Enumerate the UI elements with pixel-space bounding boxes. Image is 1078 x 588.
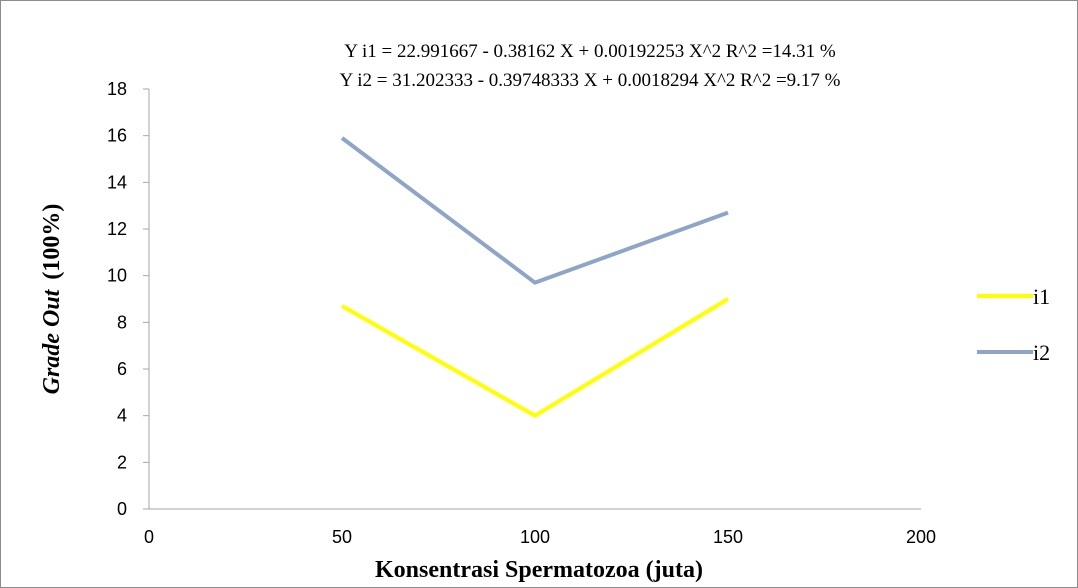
x-axis-ticks: 0 50 100 150 200 xyxy=(144,527,936,547)
x-axis-title: Konsentrasi Spermatozoa (juta) xyxy=(375,557,703,583)
y-axis-title: Grade Out (100%) xyxy=(39,204,65,395)
x-tick-label: 50 xyxy=(332,527,352,547)
y-tick-label: 10 xyxy=(107,266,127,286)
y-tick-label: 12 xyxy=(107,219,127,239)
y-axis-title-italic: Grade Out xyxy=(39,288,65,394)
series-line-i1 xyxy=(341,297,730,418)
legend-label-i2: i2 xyxy=(1033,340,1050,365)
y-tick-label: 8 xyxy=(117,312,127,332)
series-lines xyxy=(340,136,730,418)
y-tick-label: 16 xyxy=(107,126,127,146)
x-tick-label: 200 xyxy=(906,527,936,547)
x-tick-label: 150 xyxy=(713,527,743,547)
y-tick-label: 6 xyxy=(117,359,127,379)
y-tick-label: 0 xyxy=(117,499,127,519)
y-tick-label: 4 xyxy=(117,406,127,426)
legend-label-i1: i1 xyxy=(1033,284,1050,309)
legend: i1 i2 xyxy=(977,284,1050,365)
y-axis-title-unit: (100%) xyxy=(39,204,65,280)
y-tick-label: 2 xyxy=(117,452,127,472)
y-axis-ticks: 0 2 4 6 8 10 12 14 16 18 xyxy=(107,79,149,519)
regression-equation-i1: Y i1 = 22.991667 - 0.38162 X + 0.0019225… xyxy=(344,41,836,62)
regression-equation-i2: Y i2 = 31.202333 - 0.39748333 X + 0.0018… xyxy=(339,70,840,91)
y-tick-label: 18 xyxy=(107,79,127,99)
x-tick-label: 0 xyxy=(144,527,154,547)
x-tick-label: 100 xyxy=(520,527,550,547)
series-line-i2 xyxy=(340,136,729,285)
y-tick-label: 14 xyxy=(107,172,127,192)
